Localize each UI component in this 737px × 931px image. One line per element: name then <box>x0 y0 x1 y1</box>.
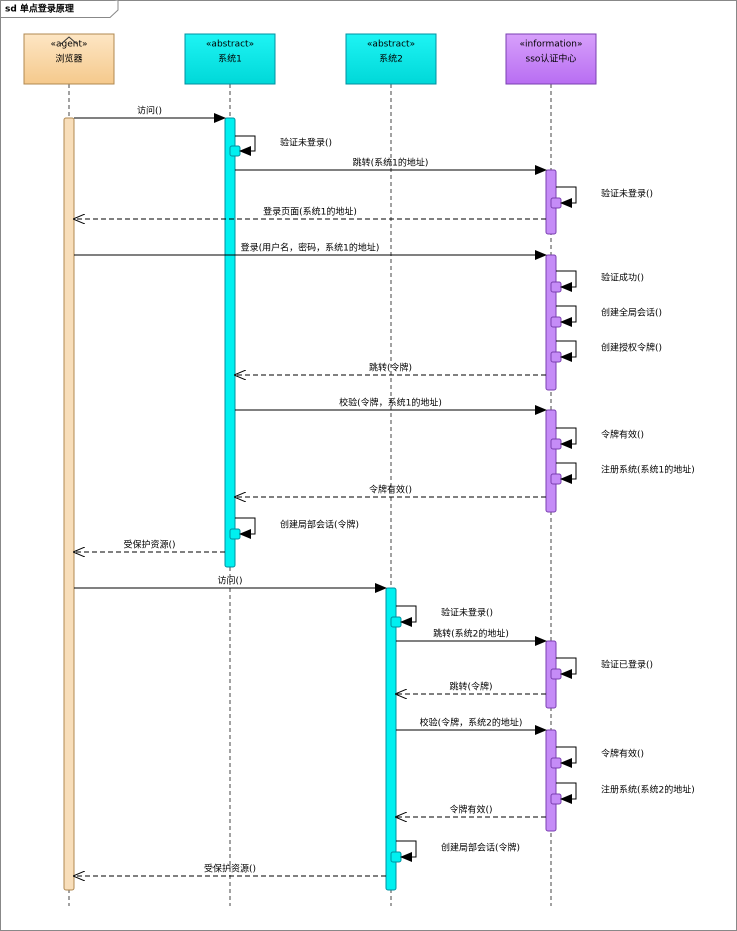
participant-name: 浏览器 <box>55 53 82 65</box>
participant-box <box>505 33 597 85</box>
nested-activation <box>390 851 402 863</box>
self-message <box>556 305 577 327</box>
message-label: 创建局部会话(令牌) <box>441 842 520 854</box>
message-label: 登录(用户名，密码，系统1的地址) <box>241 242 380 254</box>
message-label: 令牌有效() <box>449 804 492 816</box>
message-label: 创建局部会话(令牌) <box>280 519 359 531</box>
participant-name: sso认证中心 <box>526 53 577 65</box>
self-message <box>556 657 577 679</box>
message-label: 跳转(系统1的地址) <box>353 157 429 169</box>
message-label: 创建授权令牌() <box>601 342 662 354</box>
participant-box <box>345 33 437 85</box>
nested-activation <box>550 281 562 293</box>
participant-name: 系统2 <box>379 53 403 65</box>
participant-stereotype: «information» <box>520 40 583 50</box>
participant-stereotype: «agent» <box>50 40 87 50</box>
self-message <box>556 782 577 804</box>
message-label: 校验(令牌，系统2的地址) <box>420 717 523 729</box>
message-label: 注册系统(系统2的地址) <box>601 784 695 796</box>
self-message <box>396 840 417 862</box>
self-message <box>235 517 256 539</box>
message-label: 受保护资源() <box>204 863 256 875</box>
message-label: 访问() <box>217 575 242 587</box>
nested-activation <box>550 316 562 328</box>
message-label: 跳转(系统2的地址) <box>433 628 509 640</box>
self-message <box>556 270 577 292</box>
message-label: 令牌有效() <box>601 748 644 760</box>
activation <box>224 117 236 568</box>
nested-activation <box>550 668 562 680</box>
message-label: 验证成功() <box>601 272 644 284</box>
participant-box <box>184 33 276 85</box>
nested-activation <box>390 616 402 628</box>
nested-activation <box>550 197 562 209</box>
nested-activation <box>550 793 562 805</box>
nested-activation <box>229 145 241 157</box>
message-label: 验证未登录() <box>280 137 332 149</box>
nested-activation <box>550 757 562 769</box>
activation <box>63 117 75 891</box>
message-label: 登录页面(系统1的地址) <box>263 206 357 218</box>
participant-stereotype: «abstract» <box>206 40 254 50</box>
message-label: 创建全局会话() <box>601 307 662 319</box>
activation <box>545 729 557 832</box>
message-label: 验证未登录() <box>441 607 493 619</box>
message-label: 令牌有效() <box>369 484 412 496</box>
self-message <box>235 135 256 156</box>
activation <box>385 587 397 891</box>
participant-box <box>23 33 115 85</box>
message-label: 受保护资源() <box>123 539 175 551</box>
nested-activation <box>550 351 562 363</box>
message-label: 令牌有效() <box>601 429 644 441</box>
message-label: 跳转(令牌) <box>449 681 492 693</box>
frame-tab <box>0 0 119 18</box>
participant-name: 系统1 <box>218 53 242 65</box>
participant-stereotype: «abstract» <box>367 40 415 50</box>
self-message <box>556 746 577 768</box>
self-message <box>556 186 577 208</box>
nested-activation <box>550 438 562 450</box>
message-label: 注册系统(系统1的地址) <box>601 464 695 476</box>
self-message <box>556 427 577 449</box>
message-label: 验证已登录() <box>601 659 653 671</box>
self-message <box>396 605 417 627</box>
message-label: 校验(令牌，系统1的地址) <box>339 397 442 409</box>
self-message <box>556 462 577 484</box>
agent-icon <box>60 36 78 45</box>
message-label: 跳转(令牌) <box>369 362 412 374</box>
frame-title: sd 单点登录原理 <box>5 3 74 15</box>
nested-activation <box>229 528 241 540</box>
self-message <box>556 340 577 362</box>
message-label: 访问() <box>137 105 162 117</box>
activation <box>545 409 557 513</box>
message-label: 验证未登录() <box>601 188 653 200</box>
nested-activation <box>550 473 562 485</box>
